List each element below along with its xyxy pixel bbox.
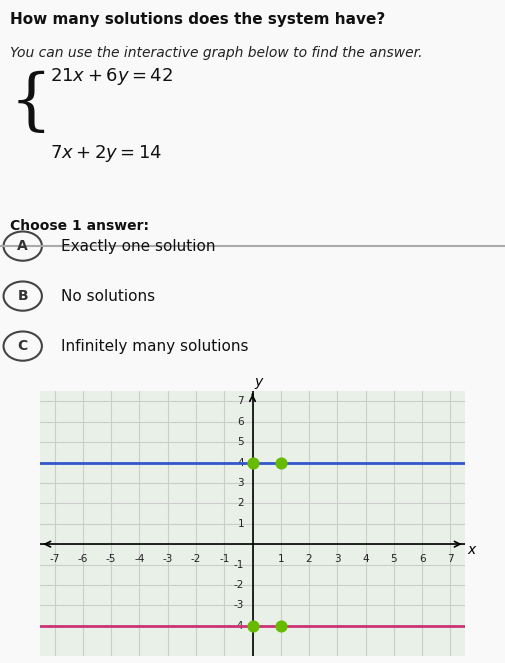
Text: 4: 4 [237, 457, 244, 467]
Text: -7: -7 [49, 554, 60, 564]
Text: -1: -1 [234, 560, 244, 570]
Text: 6: 6 [419, 554, 426, 564]
Text: Choose 1 answer:: Choose 1 answer: [10, 219, 149, 233]
Text: 7: 7 [237, 396, 244, 406]
Text: 1: 1 [237, 518, 244, 529]
Text: 7: 7 [447, 554, 454, 564]
Text: -4: -4 [134, 554, 144, 564]
Text: Infinitely many solutions: Infinitely many solutions [61, 339, 248, 353]
Text: y: y [254, 375, 262, 389]
Text: {: { [10, 71, 53, 137]
Text: -4: -4 [234, 621, 244, 631]
Point [248, 621, 257, 631]
Text: How many solutions does the system have?: How many solutions does the system have? [10, 11, 385, 27]
Text: -2: -2 [191, 554, 201, 564]
Text: 1: 1 [277, 554, 284, 564]
Text: Exactly one solution: Exactly one solution [61, 239, 215, 254]
Point [248, 457, 257, 468]
Text: -6: -6 [78, 554, 88, 564]
Text: 3: 3 [334, 554, 341, 564]
Text: 5: 5 [237, 437, 244, 447]
Text: -5: -5 [106, 554, 116, 564]
Text: A: A [17, 239, 28, 253]
Text: -3: -3 [234, 601, 244, 611]
Text: $7x + 2y = 14$: $7x + 2y = 14$ [50, 143, 163, 164]
Text: You can use the interactive graph below to find the answer.: You can use the interactive graph below … [10, 46, 423, 60]
Text: B: B [17, 289, 28, 303]
Text: 4: 4 [362, 554, 369, 564]
Text: -2: -2 [234, 580, 244, 590]
Text: x: x [468, 543, 476, 558]
Text: 3: 3 [237, 478, 244, 488]
Text: 6: 6 [237, 417, 244, 427]
Text: 2: 2 [237, 499, 244, 509]
Text: 2: 2 [306, 554, 313, 564]
Text: -1: -1 [219, 554, 229, 564]
Point [277, 621, 285, 631]
Text: C: C [18, 339, 28, 353]
Point [277, 457, 285, 468]
Text: -3: -3 [163, 554, 173, 564]
Text: No solutions: No solutions [61, 288, 155, 304]
Text: 5: 5 [390, 554, 397, 564]
Text: $21x + 6y = 42$: $21x + 6y = 42$ [50, 66, 174, 88]
